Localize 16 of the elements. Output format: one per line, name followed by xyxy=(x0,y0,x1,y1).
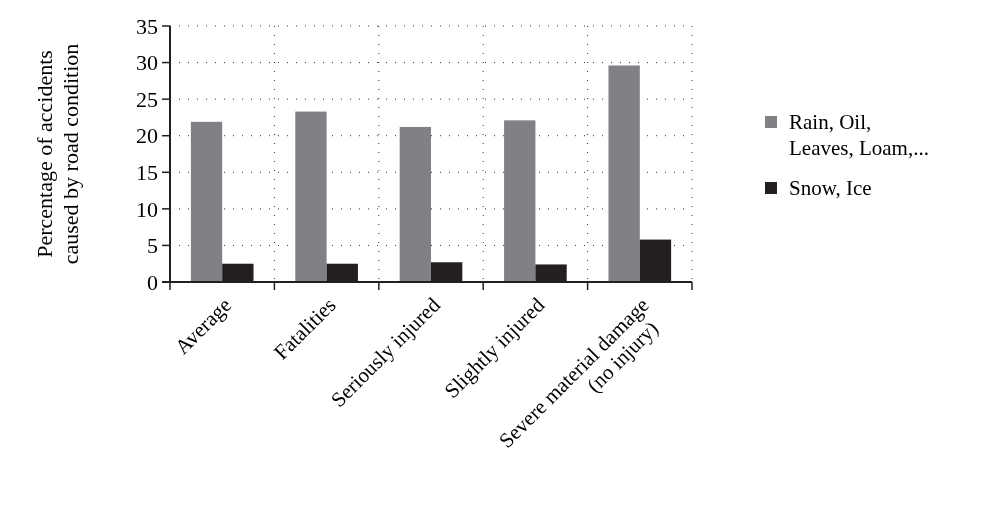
bar xyxy=(295,111,327,282)
y-tick-label: 20 xyxy=(136,123,158,149)
y-tick-label: 30 xyxy=(136,50,158,76)
legend-label: Rain, Oil, Leaves, Loam,... xyxy=(789,110,929,160)
y-axis-title: Percentage of accidents caused by road condition xyxy=(32,43,84,265)
bar xyxy=(504,120,536,282)
bar xyxy=(608,65,640,282)
bar xyxy=(399,126,431,282)
y-tick-label: 35 xyxy=(136,13,158,39)
y-tick-label: 0 xyxy=(147,269,158,295)
y-tick-label: 25 xyxy=(136,86,158,112)
y-tick-label: 5 xyxy=(147,233,158,259)
y-tick-label: 10 xyxy=(136,196,158,222)
bar xyxy=(190,121,223,282)
legend-label: Snow, Ice xyxy=(789,176,872,201)
y-tick-label: 15 xyxy=(136,159,158,185)
